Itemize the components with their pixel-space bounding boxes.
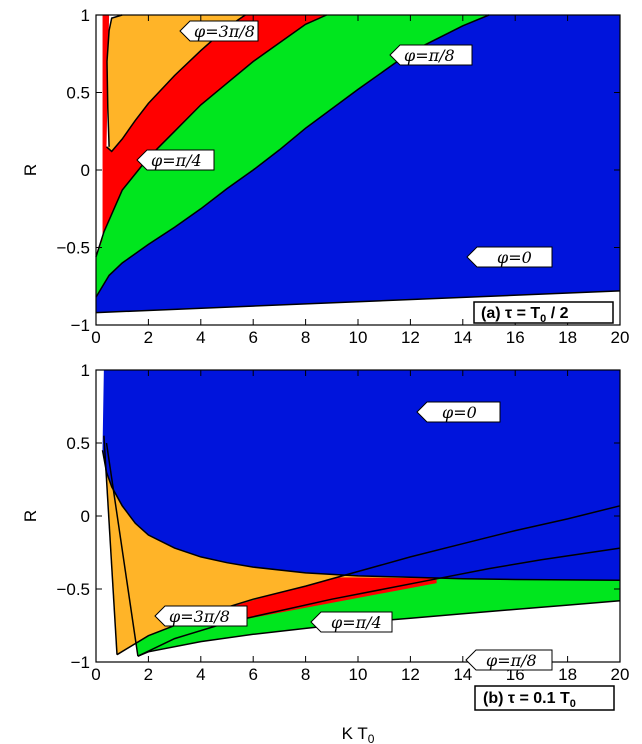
- panel-b-label-phi-pi-4: φ=π/4: [310, 611, 393, 633]
- panel-a-text-phi-0: φ=0: [497, 248, 532, 267]
- panel-b-left-line-1: [103, 435, 118, 655]
- x-tick-label: 4: [196, 665, 205, 684]
- panel-b-text-phi-3pi-8: φ=3π/8: [169, 607, 230, 626]
- panel-b-left-line-2: [105, 442, 139, 657]
- panel-a-boundary-lower: [95, 290, 621, 314]
- y-tick-label: −0.5: [56, 239, 90, 258]
- panel-b-region-phi-pi-4: [200, 577, 437, 623]
- x-tick-label: 8: [301, 328, 310, 347]
- y-tick-label: 0: [81, 161, 90, 180]
- x-tick-label: 20: [611, 665, 630, 684]
- panel-a-ticks: 0 2 4 6 8 10 12 14 16 18 20 1 0.5 0 −0.5 −1: [56, 6, 629, 347]
- panel-a-region-phi-pi-4: [96, 15, 327, 257]
- x-tick-label: 6: [248, 328, 257, 347]
- x-tick-label: 18: [558, 665, 577, 684]
- panel-a-label-phi-3pi-8: φ=3π/8: [179, 20, 259, 42]
- panel-a-ylabel: R: [21, 164, 40, 176]
- panel-a-label-phi-pi-4: φ=π/4: [136, 149, 215, 171]
- x-tick-label: 10: [349, 328, 368, 347]
- y-tick-label: 0.5: [66, 84, 90, 103]
- y-tick-label: −1: [71, 653, 90, 672]
- panel-b-region-phi-0: [102, 370, 620, 581]
- panel-b-curve-b: [137, 547, 621, 657]
- x-tick-label: 2: [144, 328, 153, 347]
- x-tick-label: 20: [611, 328, 630, 347]
- panel-b-label-phi-pi-8: φ=π/8: [465, 649, 553, 671]
- x-tick-label: 0: [91, 665, 100, 684]
- x-tick-label: 16: [506, 328, 525, 347]
- x-tick-label: 12: [401, 328, 420, 347]
- x-tick-label: 6: [248, 665, 257, 684]
- panel-b-frame: [95, 369, 621, 663]
- panel-b-xlabel: K T0: [342, 724, 375, 744]
- y-tick-label: 0.5: [66, 434, 90, 453]
- x-tick-label: 8: [301, 665, 310, 684]
- x-tick-label: 14: [453, 665, 472, 684]
- panel-b-label-phi-3pi-8: φ=3π/8: [154, 605, 248, 627]
- x-tick-label: 18: [558, 328, 577, 347]
- y-tick-label: 1: [81, 6, 90, 25]
- y-tick-label: 1: [81, 361, 90, 380]
- x-tick-label: 12: [401, 665, 420, 684]
- panel-b-text-phi-pi-8: φ=π/8: [486, 651, 537, 670]
- panel-a-title-box: (a) τ = T0 / 2: [473, 301, 614, 325]
- panel-a: 0 2 4 6 8 10 12 14 16 18 20 1 0.5 0 −0.5 −1 φ=3π/8 φ=π/…: [21, 6, 629, 347]
- x-tick-label: 14: [453, 328, 472, 347]
- x-tick-label: 4: [196, 328, 205, 347]
- panel-a-title: (a) τ = T0 / 2: [481, 305, 569, 325]
- panel-a-text-phi-3pi-8: φ=3π/8: [194, 22, 255, 41]
- panel-a-frame: [95, 14, 621, 326]
- panel-b-title: (b) τ = 0.1 T0: [483, 690, 576, 710]
- panel-b-ylabel: R: [21, 510, 40, 522]
- y-tick-label: −1: [71, 316, 90, 335]
- x-tick-label: 0: [91, 328, 100, 347]
- panel-b-title-box: (b) τ = 0.1 T0: [474, 685, 615, 711]
- panel-a-boundary-orange-top: [106, 14, 123, 147]
- panel-a-text-phi-pi-8: φ=π/8: [404, 46, 455, 65]
- panel-a-region-phi-0: [96, 15, 620, 313]
- panel-a-label-phi-pi-8: φ=π/8: [389, 44, 473, 66]
- x-tick-label: 2: [144, 665, 153, 684]
- y-tick-label: −0.5: [56, 580, 90, 599]
- panel-a-boundary-green-red: [95, 14, 327, 258]
- panel-b-region-phi-3pi-8: [102, 435, 620, 655]
- y-tick-label: 0: [81, 507, 90, 526]
- x-tick-label: 10: [349, 665, 368, 684]
- panel-a-region-phi-3pi-8: [106, 15, 246, 152]
- panel-a-label-phi-0: φ=0: [466, 246, 553, 268]
- panel-b-text-phi-0: φ=0: [442, 403, 477, 422]
- panel-b-label-phi-0: φ=0: [416, 401, 501, 423]
- panel-a-text-phi-pi-4: φ=π/4: [151, 151, 202, 170]
- panel-b-text-phi-pi-4: φ=π/4: [331, 613, 382, 632]
